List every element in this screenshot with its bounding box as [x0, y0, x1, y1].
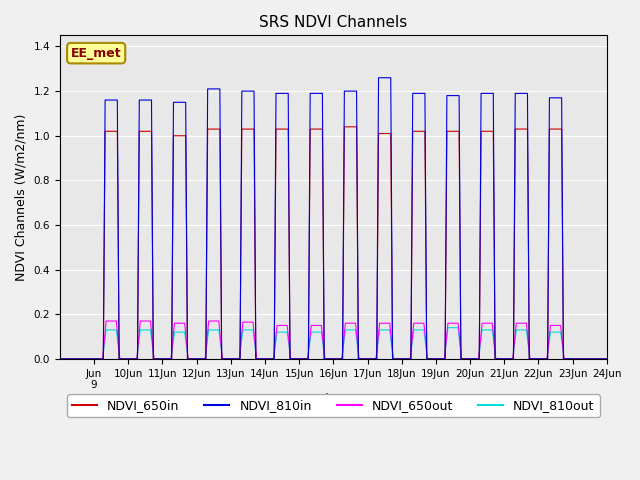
Y-axis label: NDVI Channels (W/m2/nm): NDVI Channels (W/m2/nm): [15, 113, 28, 281]
Text: EE_met: EE_met: [71, 47, 122, 60]
Title: SRS NDVI Channels: SRS NDVI Channels: [259, 15, 408, 30]
X-axis label: Time: Time: [318, 393, 349, 406]
Legend: NDVI_650in, NDVI_810in, NDVI_650out, NDVI_810out: NDVI_650in, NDVI_810in, NDVI_650out, NDV…: [67, 395, 600, 418]
